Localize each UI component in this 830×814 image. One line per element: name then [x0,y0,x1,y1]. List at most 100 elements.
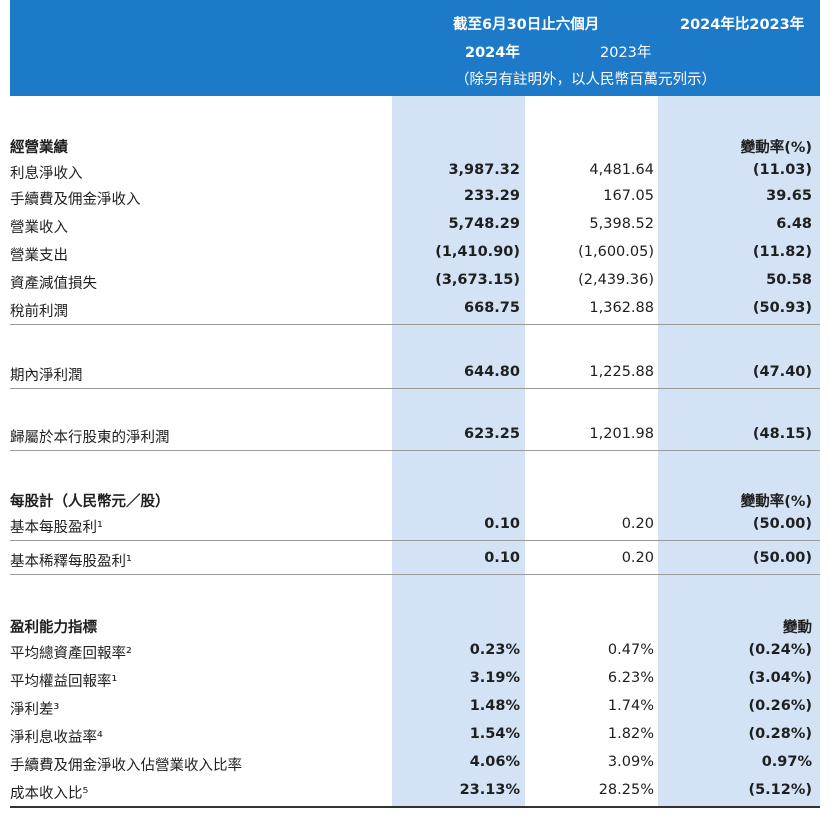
value-change: 6.48 [776,216,812,232]
row-label: 手續費及佣金淨收入佔營業收入比率 [10,758,242,774]
value-2024: (3,673.15) [435,272,520,288]
value-change: (0.26%) [748,698,812,714]
row-divider [10,450,820,451]
value-2024: 668.75 [464,300,520,316]
value-change: (11.03) [752,162,812,178]
value-2024: 3,987.32 [448,162,520,178]
value-change: 50.58 [766,272,812,288]
value-2023: 0.20 [621,516,654,532]
value-change: (0.24%) [748,642,812,658]
value-2024: 1.54% [469,726,520,742]
value-2024: 233.29 [464,188,520,204]
value-2023: 1,201.98 [589,426,654,442]
value-2023: (2,439.36) [578,272,654,288]
section-header-per-share: 每股計（人民幣元／股） 變動率(%) [10,486,820,512]
row-label: 基本稀釋每股盈利¹ [10,554,132,570]
period-header: 截至6月30日止六個月 [453,17,600,33]
value-change: (11.82) [752,244,812,260]
section-title: 經營業績 [10,140,68,156]
row-label: 歸屬於本行股東的淨利潤 [10,430,170,446]
row-divider [10,574,820,575]
value-2024: 623.25 [464,426,520,442]
row-label: 利息淨收入 [10,166,83,182]
row-label: 淨利息收益率⁴ [10,730,103,746]
value-change: (5.12%) [748,782,812,798]
year-2023-header: 2023年 [600,45,652,61]
value-2023: (1,600.05) [578,244,654,260]
value-change: (47.40) [752,364,812,380]
section-title: 每股計（人民幣元／股） [10,494,170,510]
change-column-header: 變動率(%) [740,494,812,510]
row-label: 資產減值損失 [10,276,97,292]
table-row: 成本收入比⁵ 23.13% 28.25% (5.12%) [10,778,820,804]
value-2023: 5,398.52 [589,216,654,232]
value-change: (0.28%) [748,726,812,742]
table-row: 平均權益回報率¹ 3.19% 6.23% (3.04%) [10,666,820,692]
table-row: 營業支出 (1,410.90) (1,600.05) (11.82) [10,240,820,266]
table-row: 手續費及佣金淨收入 233.29 167.05 39.65 [10,184,820,210]
column-highlight-change [658,96,820,808]
value-change: (50.00) [752,550,812,566]
value-2024: 644.80 [464,364,520,380]
row-divider [10,540,820,541]
row-label: 稅前利潤 [10,304,68,320]
value-change: 0.97% [761,754,812,770]
value-2024: 0.10 [484,550,520,566]
row-label: 平均權益回報率¹ [10,674,118,690]
value-2024: 4.06% [469,754,520,770]
table-header: 截至6月30日止六個月 2024年比2023年 2024年 2023年 （除另有… [10,0,820,96]
value-2023: 0.47% [607,642,654,658]
value-2024: 23.13% [459,782,520,798]
row-label: 營業支出 [10,248,68,264]
value-2024: 1.48% [469,698,520,714]
value-2023: 6.23% [607,670,654,686]
row-label: 營業收入 [10,220,68,236]
table-row: 期內淨利潤 644.80 1,225.88 (47.40) [10,360,820,386]
value-2023: 1,225.88 [589,364,654,380]
value-change: (48.15) [752,426,812,442]
table-row: 資產減值損失 (3,673.15) (2,439.36) 50.58 [10,268,820,294]
year-2024-header: 2024年 [465,45,520,61]
value-2023: 4,481.64 [589,162,654,178]
value-2023: 3.09% [607,754,654,770]
value-2024: (1,410.90) [435,244,520,260]
table-row: 稅前利潤 668.75 1,362.88 (50.93) [10,296,820,322]
comparison-header: 2024年比2023年 [680,17,805,33]
value-2024: 5,748.29 [448,216,520,232]
change-column-header: 變動 [783,620,812,636]
section-header-profitability: 盈利能力指標 變動 [10,612,820,638]
table-row: 歸屬於本行股東的淨利潤 623.25 1,201.98 (48.15) [10,422,820,448]
row-label: 手續費及佣金淨收入 [10,192,141,208]
value-2023: 167.05 [603,188,654,204]
table-row: 平均總資產回報率² 0.23% 0.47% (0.24%) [10,638,820,664]
row-label: 淨利差³ [10,702,60,718]
table-row: 利息淨收入 3,987.32 4,481.64 (11.03) [10,158,820,184]
value-2024: 3.19% [469,670,520,686]
column-highlight-2024 [392,96,525,808]
value-change: (50.00) [752,516,812,532]
value-2024: 0.10 [484,516,520,532]
table-row: 淨利差³ 1.48% 1.74% (0.26%) [10,694,820,720]
value-change: (50.93) [752,300,812,316]
row-divider [10,324,820,325]
value-2023: 1.82% [607,726,654,742]
section-title: 盈利能力指標 [10,620,97,636]
row-label: 基本每股盈利¹ [10,520,103,536]
table-row: 基本稀釋每股盈利¹ 0.10 0.20 (50.00) [10,546,820,572]
table-row: 手續費及佣金淨收入佔營業收入比率 4.06% 3.09% 0.97% [10,750,820,776]
value-2024: 0.23% [469,642,520,658]
value-change: (3.04%) [748,670,812,686]
unit-note: （除另有註明外，以人民幣百萬元列示） [455,72,716,88]
section-header-operating: 經營業績 變動率(%) [10,132,820,158]
table-row: 營業收入 5,748.29 5,398.52 6.48 [10,212,820,238]
table-row: 淨利息收益率⁴ 1.54% 1.82% (0.28%) [10,722,820,748]
row-label: 平均總資產回報率² [10,646,132,662]
change-column-header: 變動率(%) [740,140,812,156]
row-divider [10,388,820,389]
row-label: 期內淨利潤 [10,368,83,384]
table-bottom-rule [10,806,820,808]
value-2023: 28.25% [598,782,654,798]
value-change: 39.65 [766,188,812,204]
value-2023: 1,362.88 [589,300,654,316]
